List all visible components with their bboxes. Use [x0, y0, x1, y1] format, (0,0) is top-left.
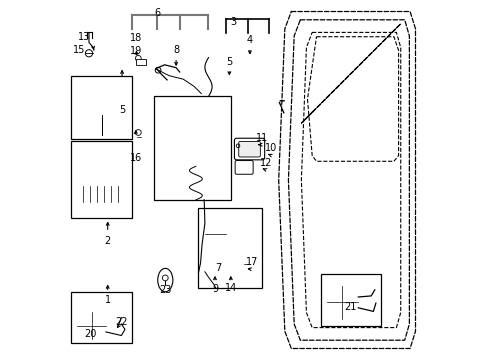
Bar: [71, 292, 132, 343]
Text: 21: 21: [344, 302, 356, 312]
Text: 16: 16: [129, 153, 142, 163]
Text: 11: 11: [255, 132, 267, 143]
Text: 5: 5: [226, 57, 232, 67]
Circle shape: [120, 209, 123, 212]
Text: 14: 14: [224, 283, 237, 293]
Bar: [78, 106, 87, 113]
Text: 4: 4: [246, 35, 252, 45]
Ellipse shape: [83, 134, 90, 139]
Text: 17: 17: [245, 257, 257, 267]
FancyBboxPatch shape: [73, 180, 127, 209]
FancyBboxPatch shape: [235, 161, 253, 174]
Text: 7: 7: [215, 263, 221, 273]
Text: 15: 15: [73, 45, 85, 55]
Text: 5: 5: [119, 105, 125, 115]
Bar: [186, 111, 216, 138]
Bar: [71, 76, 132, 139]
Text: 2: 2: [104, 236, 111, 246]
Text: 23: 23: [159, 285, 171, 295]
Text: 1: 1: [104, 294, 111, 305]
FancyBboxPatch shape: [238, 141, 260, 157]
FancyBboxPatch shape: [234, 138, 264, 160]
Text: 13: 13: [78, 32, 90, 42]
Text: 20: 20: [84, 329, 97, 339]
Bar: [204, 220, 226, 248]
Circle shape: [120, 182, 123, 185]
Bar: [166, 134, 193, 166]
Text: 12: 12: [260, 158, 272, 168]
Text: 9: 9: [211, 284, 218, 294]
Bar: [136, 59, 145, 65]
Bar: [198, 208, 261, 288]
Text: 3: 3: [230, 17, 236, 27]
Bar: [77, 312, 106, 339]
Bar: [153, 96, 230, 200]
Circle shape: [78, 182, 81, 185]
Text: 10: 10: [265, 143, 277, 153]
Text: 6: 6: [154, 8, 160, 18]
Text: 8: 8: [173, 45, 179, 55]
Bar: [78, 117, 91, 133]
Bar: [320, 274, 380, 326]
Bar: [71, 141, 132, 218]
Text: 19: 19: [130, 46, 142, 56]
Ellipse shape: [158, 269, 172, 292]
Text: 18: 18: [130, 33, 142, 43]
Text: 22: 22: [115, 317, 127, 327]
Circle shape: [78, 209, 81, 212]
Bar: [326, 286, 358, 319]
